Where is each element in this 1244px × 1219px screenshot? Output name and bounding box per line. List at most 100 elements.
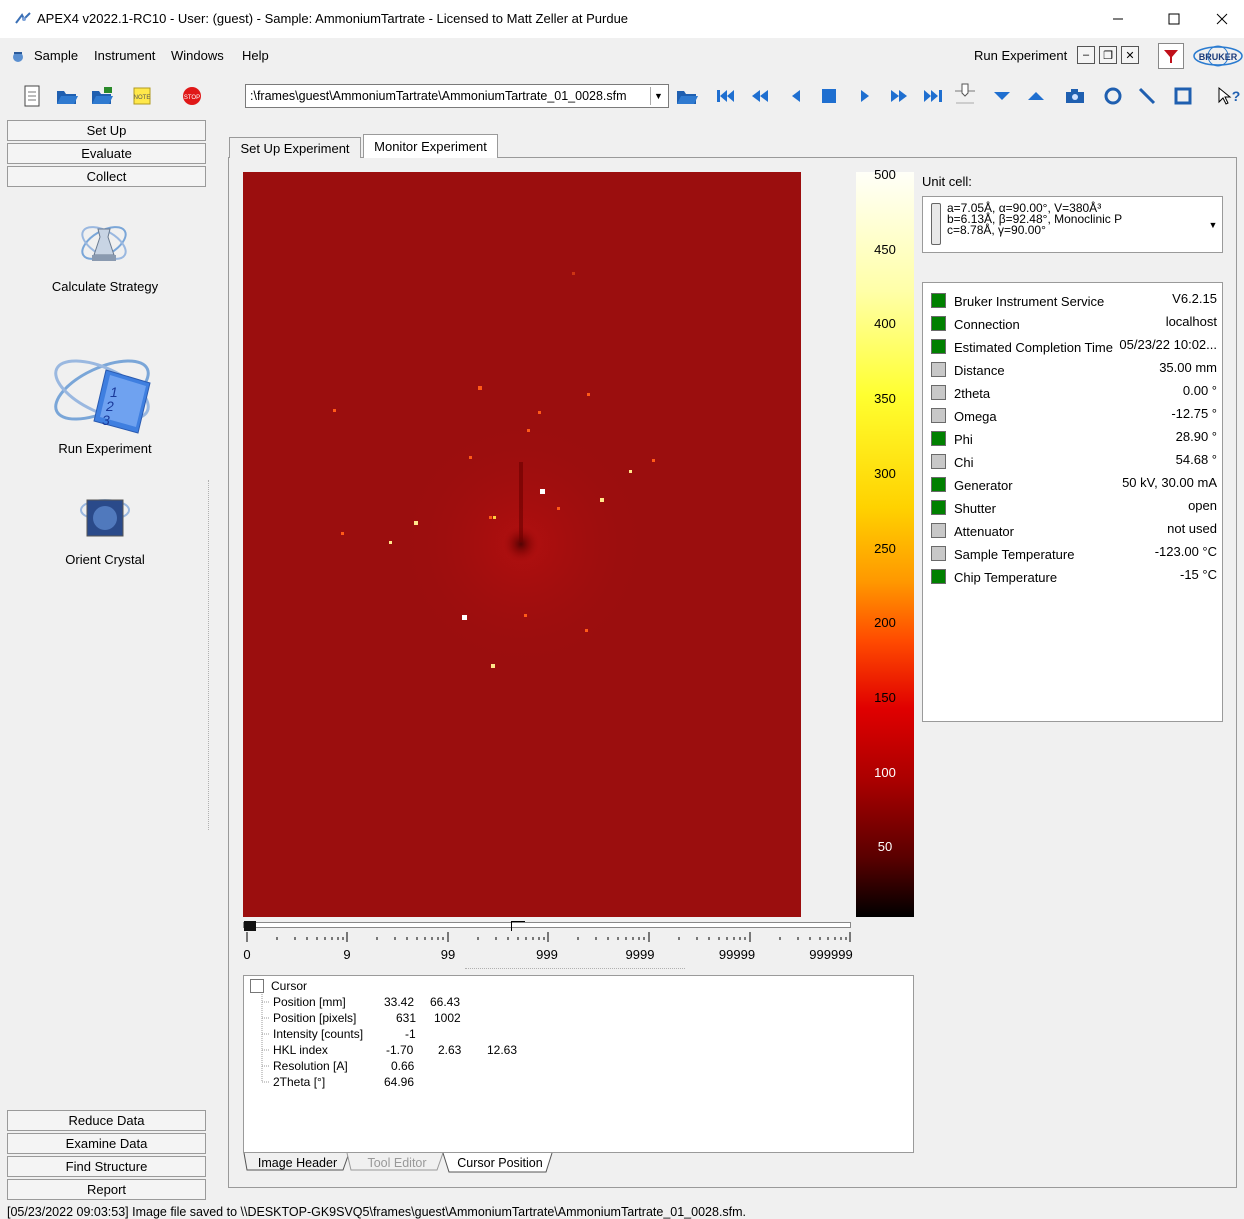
unit-cell-line: c=8.78Å, γ=90.00° <box>947 223 1046 237</box>
line-tool-icon[interactable] <box>1135 84 1159 108</box>
status-row: Phi 28.90 ° <box>923 426 1222 449</box>
status-value: 0.00 ° <box>1182 383 1217 398</box>
cursor-row-value: -1 <box>405 1027 416 1041</box>
setup-button[interactable]: Set Up <box>7 120 206 141</box>
colorbar-tick: 100 <box>874 765 896 780</box>
bruker-logo: BRUKER <box>1192 44 1244 68</box>
orient-crystal-icon[interactable] <box>78 490 132 542</box>
tab-monitor-experiment[interactable]: Monitor Experiment <box>363 134 498 158</box>
mdi-restore-button[interactable]: ❐ <box>1099 46 1117 64</box>
stop-playback-icon[interactable] <box>817 84 841 108</box>
slider-label: 9999 <box>625 947 655 962</box>
tab-tool-editor[interactable]: Tool Editor <box>367 1156 427 1170</box>
tab-image-header[interactable]: Image Header <box>257 1156 338 1170</box>
cursor-row-label: Position [pixels] <box>273 1011 357 1025</box>
status-name: Sample Temperature <box>954 547 1075 562</box>
tab-setup-experiment[interactable]: Set Up Experiment <box>229 137 361 158</box>
new-document-icon[interactable] <box>20 84 44 108</box>
svg-text:NOTE: NOTE <box>134 95 151 101</box>
step-forward-icon[interactable] <box>853 84 877 108</box>
unit-cell-dropdown[interactable]: a=7.05Å, α=90.00°, V=380Å³ b=6.13Å, β=92… <box>922 196 1223 253</box>
frame-path-combobox[interactable]: :\frames\guest\AmmoniumTartrate\Ammonium… <box>245 84 669 108</box>
menu-windows[interactable]: Windows <box>171 48 224 63</box>
triangle-up-icon[interactable] <box>1024 84 1048 108</box>
reduce-data-button[interactable]: Reduce Data <box>7 1110 206 1131</box>
status-indicator <box>931 431 946 446</box>
cursor-row-value: -1.70 <box>386 1043 414 1057</box>
collect-button[interactable]: Collect <box>7 166 206 187</box>
colorbar-tick: 50 <box>877 839 893 854</box>
slider-ticks <box>246 932 851 942</box>
status-indicator <box>931 293 946 308</box>
open-recent-icon[interactable] <box>90 84 114 108</box>
slider-marker[interactable] <box>511 921 525 931</box>
fast-backward-icon[interactable] <box>748 84 772 108</box>
menu-bar: Sample Instrument Windows Help Run Exper… <box>0 38 1244 72</box>
status-row: Connection localhost <box>923 311 1222 334</box>
camera-icon[interactable] <box>1063 84 1087 108</box>
rectangle-tool-icon[interactable] <box>1171 84 1195 108</box>
slider-label: 999 <box>536 947 558 962</box>
colorbar-tick: 300 <box>874 466 896 481</box>
chevron-down-icon[interactable]: ▼ <box>1208 219 1218 230</box>
status-message: [05/23/2022 09:03:53] Image file saved t… <box>7 1205 747 1219</box>
status-name: Generator <box>954 478 1013 493</box>
evaluate-button[interactable]: Evaluate <box>7 143 206 164</box>
status-value: V6.2.15 <box>1172 291 1217 306</box>
status-indicator <box>931 477 946 492</box>
contrast-slider[interactable] <box>243 922 851 928</box>
splitter-handle[interactable] <box>208 480 211 830</box>
help-pointer-icon[interactable]: ? <box>1216 84 1244 108</box>
slider-label: 99999 <box>718 947 756 962</box>
tab-cursor-position[interactable]: Cursor Position <box>457 1156 543 1170</box>
colorbar-tick: 250 <box>874 541 896 556</box>
status-value: open <box>1188 498 1217 513</box>
open-frame-icon[interactable] <box>675 84 699 108</box>
cursor-row-value: 1002 <box>434 1011 461 1025</box>
filter-icon[interactable] <box>1158 43 1184 69</box>
minimize-button[interactable] <box>1090 0 1146 38</box>
stop-icon[interactable]: STOP <box>180 84 204 108</box>
step-backward-icon[interactable] <box>784 84 808 108</box>
speed-slider-icon[interactable] <box>953 80 977 110</box>
fast-forward-icon[interactable] <box>887 84 911 108</box>
status-row: Distance 35.00 mm <box>923 357 1222 380</box>
menu-instrument[interactable]: Instrument <box>94 48 156 63</box>
open-folder-icon[interactable] <box>55 84 79 108</box>
find-structure-button[interactable]: Find Structure <box>7 1156 206 1177</box>
status-value: 50 kV, 30.00 mA <box>1122 475 1217 490</box>
last-frame-icon[interactable] <box>921 84 945 108</box>
slider-handle[interactable] <box>244 921 256 931</box>
splitter-handle[interactable] <box>465 968 685 969</box>
status-value: 28.90 ° <box>1175 429 1217 444</box>
maximize-button[interactable] <box>1146 0 1202 38</box>
note-icon[interactable]: NOTE <box>130 84 154 108</box>
chevron-down-icon[interactable]: ▼ <box>650 87 666 105</box>
menu-help[interactable]: Help <box>242 48 269 63</box>
mdi-close-button[interactable]: ✕ <box>1121 46 1139 64</box>
status-value: -123.00 °C <box>1154 544 1217 559</box>
examine-data-button[interactable]: Examine Data <box>7 1133 206 1154</box>
title-bar: APEX4 v2022.1-RC10 - User: (guest) - Sam… <box>0 0 1244 38</box>
colorbar-tick: 450 <box>874 242 896 257</box>
menu-sample[interactable]: Sample <box>34 48 79 63</box>
svg-text:2: 2 <box>105 398 114 414</box>
first-frame-icon[interactable] <box>714 84 738 108</box>
colorbar-tick: 500 <box>874 167 896 182</box>
detector-frame-image[interactable] <box>243 172 801 917</box>
status-value: not used <box>1167 521 1217 536</box>
close-button[interactable] <box>1200 0 1244 38</box>
cursor-checkbox[interactable] <box>250 979 264 993</box>
status-name: 2theta <box>954 386 991 401</box>
triangle-down-icon[interactable] <box>990 84 1014 108</box>
instrument-status-panel: Bruker Instrument Service V6.2.15 Connecti… <box>922 282 1223 722</box>
mdi-minimize-button[interactable]: – <box>1077 46 1095 64</box>
colorbar-tick: 200 <box>874 615 896 630</box>
status-indicator <box>931 408 946 423</box>
status-row: Attenuator not used <box>923 518 1222 541</box>
calculate-strategy-icon[interactable] <box>76 215 132 271</box>
report-button[interactable]: Report <box>7 1179 206 1200</box>
unit-cell-label: Unit cell: <box>922 174 972 189</box>
circle-tool-icon[interactable] <box>1101 84 1125 108</box>
